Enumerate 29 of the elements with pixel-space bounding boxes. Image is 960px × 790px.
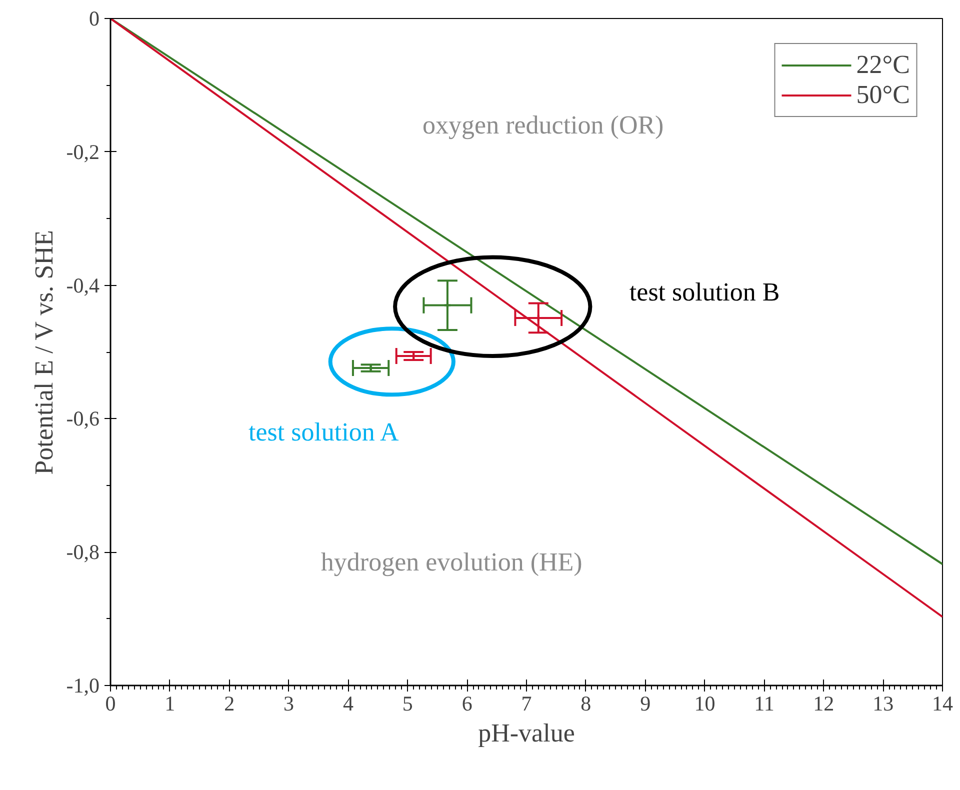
annotation: oxygen reduction (OR) — [422, 110, 664, 140]
y-tick-label: -0,4 — [66, 273, 100, 298]
x-axis-title: pH-value — [478, 718, 575, 748]
y-tick-label: -0,6 — [66, 406, 100, 431]
x-tick-label: 12 — [813, 692, 834, 716]
y-axis-title: Potential E / V vs. SHE — [29, 230, 58, 475]
x-tick-label: 10 — [694, 692, 716, 716]
x-tick-label: 5 — [402, 692, 413, 716]
x-tick-label: 2 — [224, 692, 235, 716]
x-tick-label: 0 — [105, 692, 116, 716]
y-tick-label: -0,8 — [66, 540, 100, 564]
x-tick-label: 9 — [640, 692, 651, 716]
y-tick-label: -0,2 — [66, 140, 100, 164]
y-tick-label: 0 — [89, 6, 100, 30]
y-tick-label: -1,0 — [66, 674, 100, 698]
x-tick-label: 14 — [932, 692, 954, 716]
x-tick-label: 7 — [521, 692, 532, 716]
x-tick-label: 1 — [164, 692, 176, 716]
annotation: hydrogen evolution (HE) — [320, 548, 582, 577]
x-tick-label: 3 — [284, 692, 294, 716]
x-tick-label: 8 — [580, 692, 592, 716]
x-tick-label: 13 — [872, 692, 894, 716]
legend-label: 50°C — [856, 80, 910, 110]
annotation: test solution B — [629, 277, 780, 306]
annotation: test solution A — [248, 418, 399, 447]
legend-label: 22°C — [856, 50, 910, 80]
x-tick-label: 11 — [754, 692, 774, 716]
x-tick-label: 6 — [462, 692, 472, 716]
x-tick-label: 4 — [342, 692, 354, 716]
